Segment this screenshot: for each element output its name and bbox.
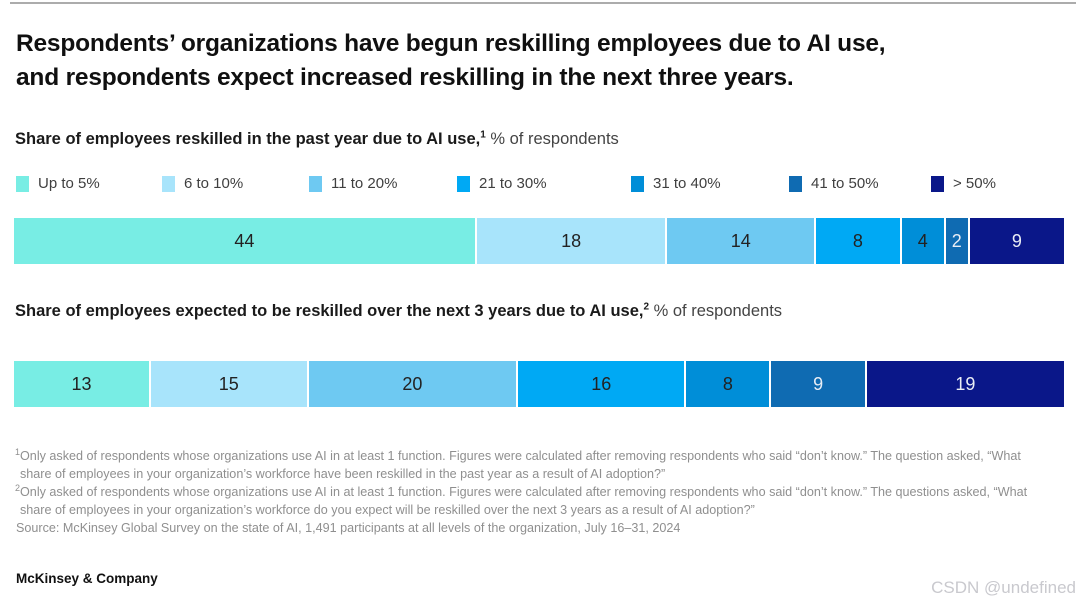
bar-segment-31-to-40pct: 8 <box>686 361 770 407</box>
bar-segment-value: 14 <box>730 230 751 251</box>
bar-segment-value: 13 <box>71 373 92 394</box>
legend-item-50pct: > 50% <box>931 175 996 192</box>
page-title: Respondents’ organizations have begun re… <box>16 27 1056 95</box>
chart-subtitle-bold: Share of employees reskilled in the past… <box>15 130 481 148</box>
footnote-1-sup: 1 <box>15 446 21 457</box>
bar-segment-value: 16 <box>591 373 612 394</box>
bar-segment-41-to-50pct: 9 <box>771 361 865 407</box>
bar-segment-11-to-20pct: 14 <box>667 218 815 264</box>
chart-subtitle-bold: Share of employees expected to be reskil… <box>15 302 644 320</box>
bar-segment-50pct: 9 <box>969 218 1064 264</box>
footnote-1: 1Only asked of respondents whose organiz… <box>15 447 1043 483</box>
bar-segment-6-to-10pct: 18 <box>476 218 666 264</box>
footnote-1-text: Only asked of respondents whose organiza… <box>20 449 1021 481</box>
legend-swatch-icon <box>162 175 175 192</box>
footnote-marker-2: 2 <box>643 301 650 313</box>
bar-segment-21-to-30pct: 16 <box>518 361 685 407</box>
stacked-bar-next-3-years: 13 15 20 16 8 9 19 <box>14 361 1064 407</box>
legend-swatch-icon <box>457 175 470 192</box>
legend-swatch-icon <box>631 175 644 192</box>
legend-label: 21 to 30% <box>479 175 547 192</box>
footnotes: 1Only asked of respondents whose organiz… <box>15 447 1043 537</box>
footnote-2: 2Only asked of respondents whose organiz… <box>15 483 1043 519</box>
stacked-bar-past-year: 44 18 14 8 4 2 9 <box>14 218 1064 264</box>
legend-swatch-icon <box>789 175 802 192</box>
legend-item-31-to-40pct: 31 to 40% <box>631 175 789 192</box>
chart-subtitle-past-year: Share of employees reskilled in the past… <box>15 130 619 149</box>
bar-segment-up-to-5pct: 13 <box>14 361 149 407</box>
footnote-marker-1: 1 <box>480 129 486 141</box>
legend: Up to 5% 6 to 10% 11 to 20% 21 to 30% 31 to … <box>16 175 996 192</box>
legend-item-41-to-50pct: 41 to 50% <box>789 175 931 192</box>
bar-segment-11-to-20pct: 20 <box>308 361 517 407</box>
legend-label: > 50% <box>953 175 996 192</box>
chart-subtitle-unit: % of respondents <box>485 130 619 148</box>
footnote-2-text: Only asked of respondents whose organiza… <box>20 485 1028 517</box>
legend-label: 11 to 20% <box>331 175 398 192</box>
legend-swatch-icon <box>16 175 29 192</box>
bar-segment-value: 8 <box>722 373 733 394</box>
legend-item-11-to-20pct: 11 to 20% <box>309 175 457 192</box>
page-title-line-1: Respondents’ organizations have begun re… <box>16 30 886 57</box>
bar-segment-21-to-30pct: 8 <box>816 218 900 264</box>
bar-segment-50pct: 19 <box>866 361 1064 407</box>
bar-segment-value: 4 <box>917 230 928 251</box>
legend-label: 31 to 40% <box>653 175 721 192</box>
legend-label: Up to 5% <box>38 175 100 192</box>
legend-item-up-to-5pct: Up to 5% <box>16 175 162 192</box>
page-title-line-2: and respondents expect increased reskill… <box>16 64 794 91</box>
bar-segment-6-to-10pct: 15 <box>150 361 307 407</box>
watermark: CSDN @undefined <box>931 578 1076 597</box>
legend-swatch-icon <box>309 175 322 192</box>
bar-segment-41-to-50pct: 2 <box>945 218 968 264</box>
legend-swatch-icon <box>931 175 944 192</box>
top-divider <box>10 2 1076 4</box>
bar-segment-value: 9 <box>1011 230 1022 251</box>
bar-segment-value: 15 <box>218 373 239 394</box>
bar-segment-value: 9 <box>813 373 824 394</box>
legend-label: 6 to 10% <box>184 175 244 192</box>
bar-segment-value: 44 <box>234 230 255 251</box>
bar-segment-value: 20 <box>402 373 423 394</box>
legend-label: 41 to 50% <box>811 175 879 192</box>
mckinsey-logo: McKinsey & Company <box>16 571 158 586</box>
chart-subtitle-next-3-years: Share of employees expected to be reskil… <box>15 302 782 321</box>
chart-subtitle-unit: % of respondents <box>649 302 783 320</box>
bar-segment-value: 19 <box>955 373 976 394</box>
bar-segment-31-to-40pct: 4 <box>901 218 944 264</box>
legend-item-6-to-10pct: 6 to 10% <box>162 175 309 192</box>
bar-segment-value: 2 <box>951 230 962 251</box>
bar-segment-value: 18 <box>561 230 582 251</box>
bar-segment-value: 8 <box>852 230 863 251</box>
legend-item-21-to-30pct: 21 to 30% <box>457 175 631 192</box>
source-line: Source: McKinsey Global Survey on the st… <box>16 521 681 535</box>
bar-segment-up-to-5pct: 44 <box>14 218 475 264</box>
footnote-2-sup: 2 <box>15 482 21 493</box>
